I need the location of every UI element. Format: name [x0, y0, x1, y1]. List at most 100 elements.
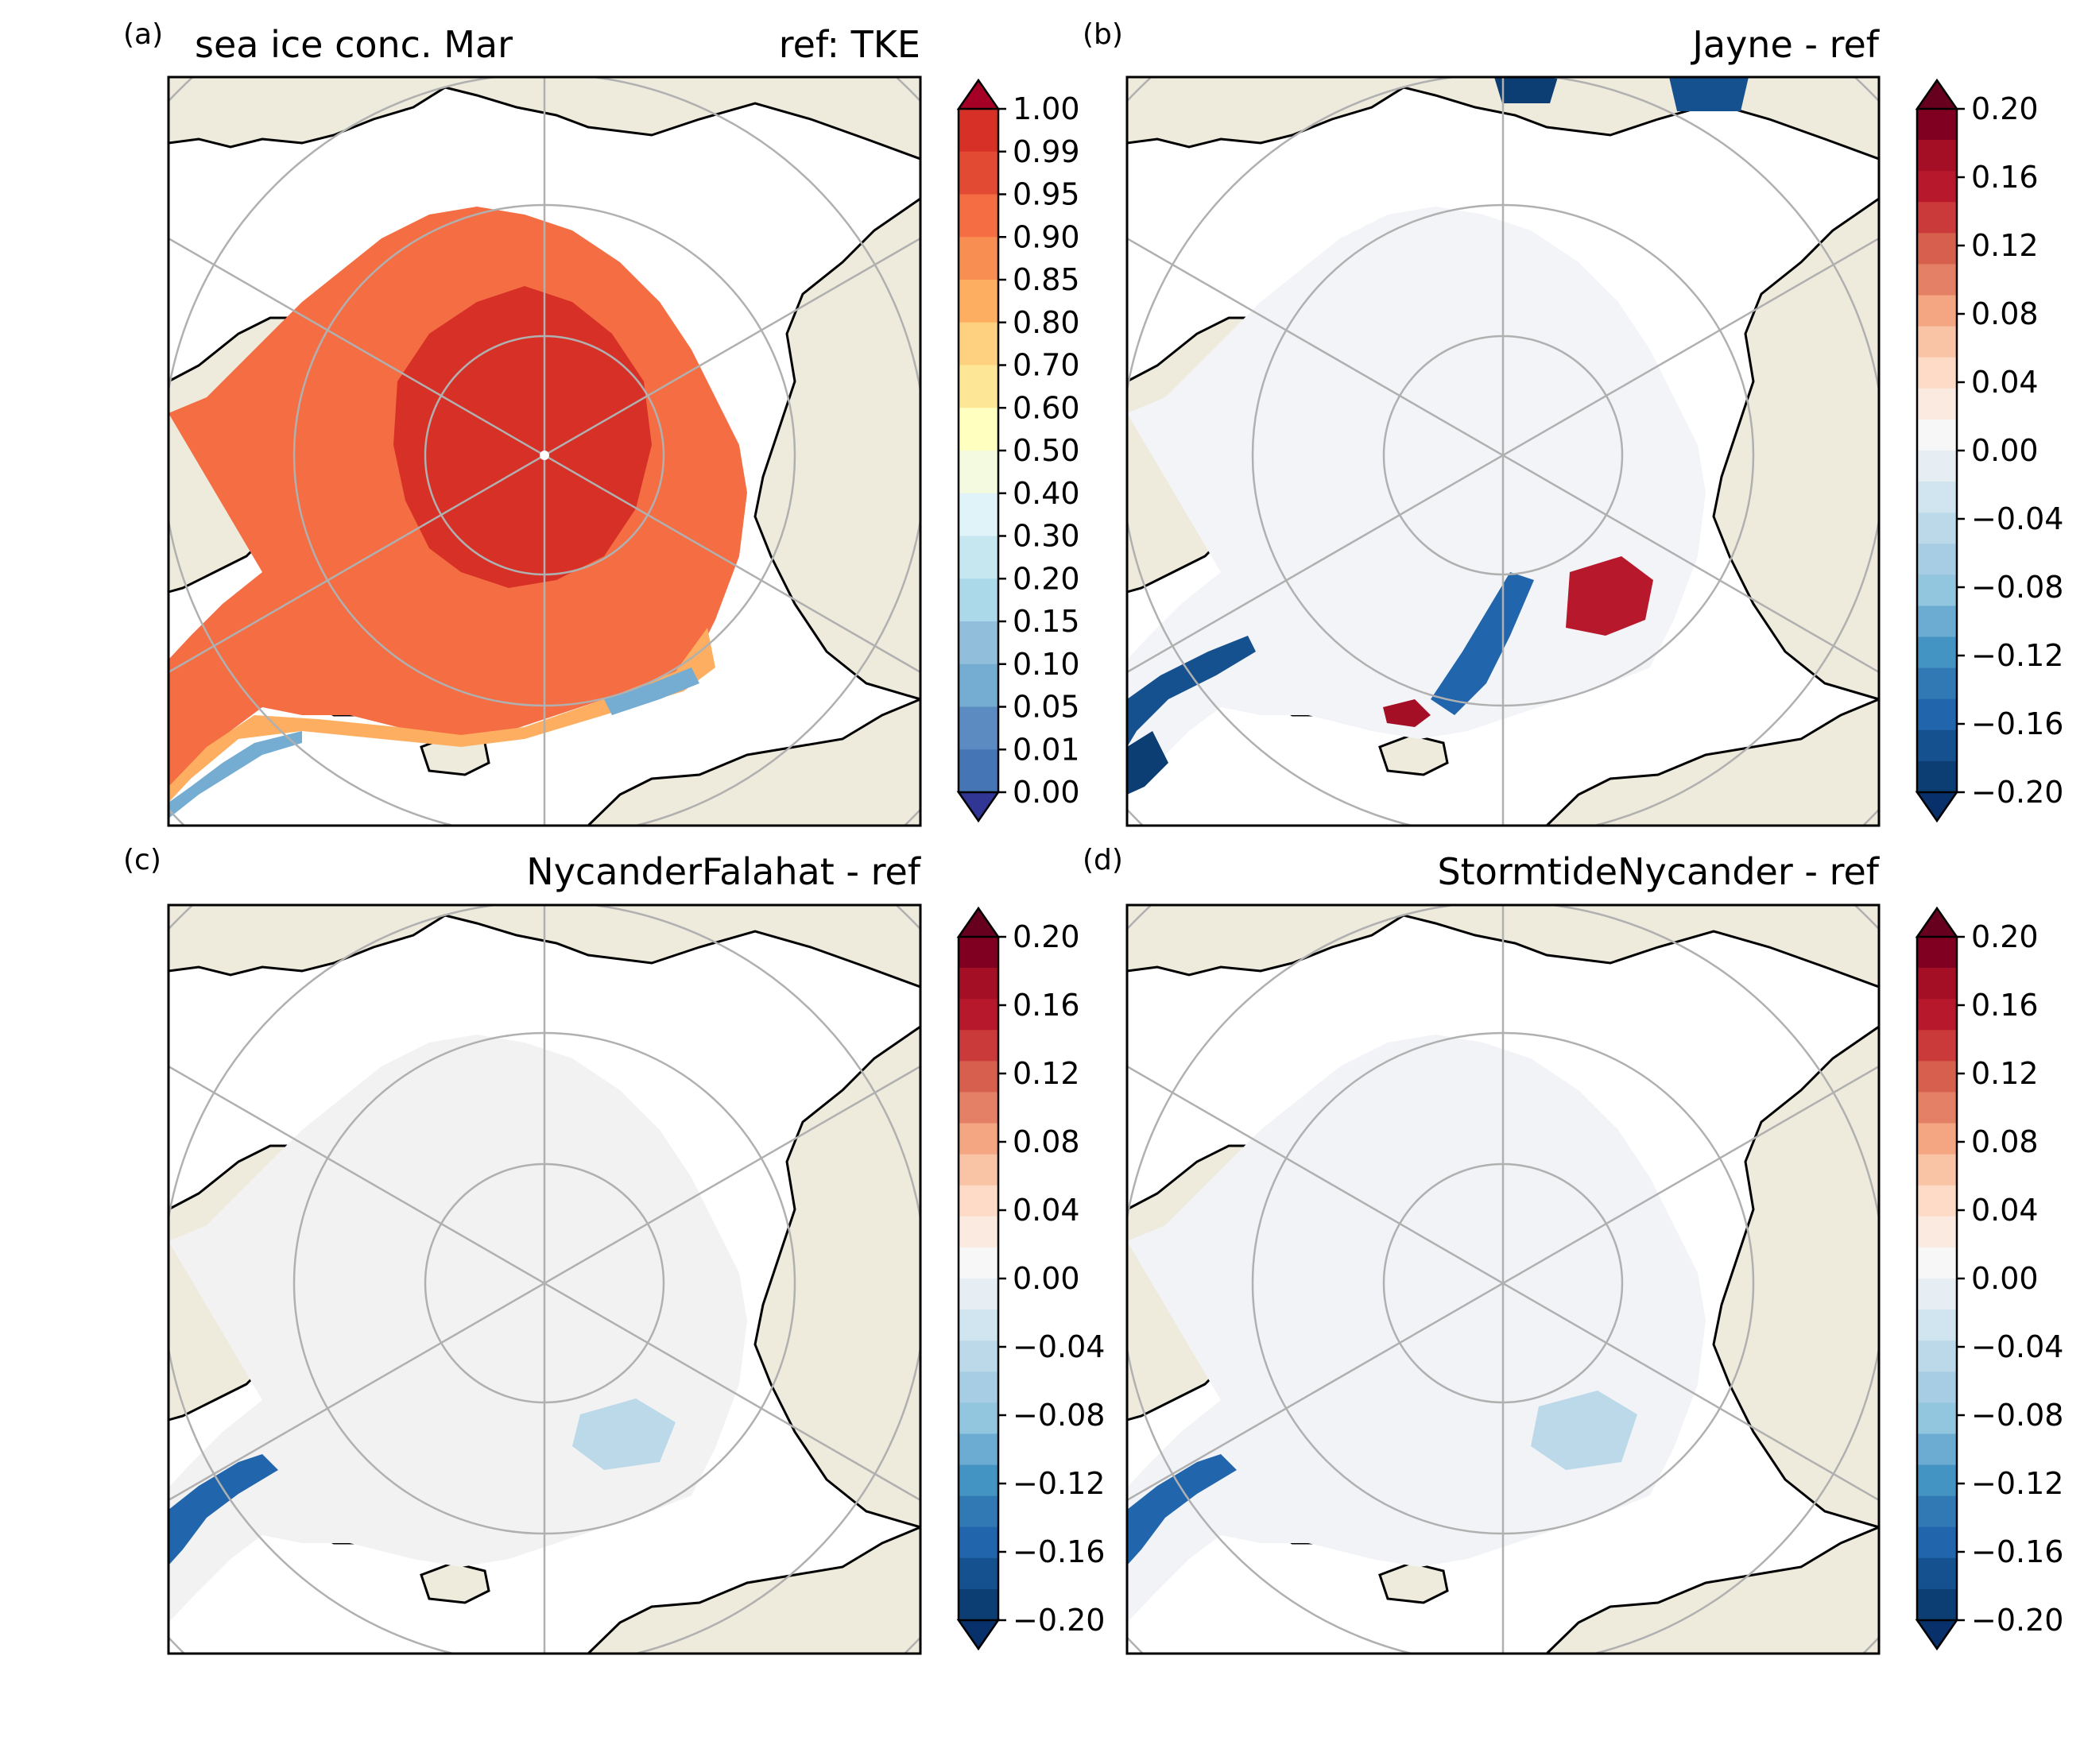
colorbar-band [1917, 357, 1957, 389]
diff-negative-baffin [1127, 1454, 1237, 1565]
colorbar-tick-label: −0.08 [1013, 1398, 1105, 1433]
colorbar-tick-label: 0.01 [1013, 732, 1080, 767]
diff-neutral [1127, 207, 1706, 795]
colorbar-band [1917, 1557, 1957, 1590]
colorbar-band [1917, 419, 1957, 451]
colorbar-tick-label: 0.20 [1013, 919, 1080, 954]
land-scandinavia [586, 1526, 920, 1654]
colorbar-tick-label: −0.20 [1013, 1603, 1105, 1638]
colorbar-band [959, 663, 998, 708]
diff-neutral [169, 1035, 747, 1623]
colorbar-tick-label: 0.70 [1013, 348, 1080, 383]
colorbar-band [959, 322, 998, 366]
colorbar-band [959, 365, 998, 408]
colorbar-extend-min [956, 791, 1001, 823]
colorbar-band [959, 1309, 998, 1341]
colorbar-band [959, 1495, 998, 1528]
land-siberia-right [753, 197, 920, 701]
colorbar-band [959, 1588, 998, 1621]
colorbar-band [959, 1464, 998, 1497]
colorbar-extend-min [1915, 1619, 1959, 1651]
colorbar-tick-label: 0.20 [1013, 561, 1080, 596]
map-area [1127, 905, 1879, 1654]
colorbar-band [1917, 1464, 1957, 1497]
colorbar-extend-max [1915, 906, 1959, 938]
colorbar-tick-label: 0.00 [1013, 775, 1080, 810]
colorbar-band [1917, 729, 1957, 762]
panel-title-left: sea ice conc. Mar [195, 23, 513, 66]
difference-field [169, 1035, 747, 1623]
colorbar-extend-min [1915, 791, 1959, 823]
colorbar-band [1917, 760, 1957, 793]
colorbar-tick-label: 0.80 [1013, 305, 1080, 340]
colorbar-tick-label: 1.00 [1013, 91, 1080, 126]
colorbar-tick-label: 0.04 [1971, 1193, 2039, 1228]
colorbar-tick-label: −0.04 [1013, 1329, 1105, 1364]
colorbar-tick-label: −0.20 [1971, 775, 2063, 810]
colorbar-band [959, 1371, 998, 1403]
colorbar-band [959, 493, 998, 537]
ice-marginal-blue-2 [604, 667, 699, 715]
land-siberia-right [1712, 197, 1879, 701]
colorbar-tick-label: −0.12 [1971, 1466, 2063, 1501]
colorbar-band [1917, 451, 1957, 482]
colorbar-tick-label: 0.08 [1971, 296, 2039, 331]
colorbar-concentration: 1.00 0.99 0.95 0.90 0.85 0.80 0.70 0.60 0.50 0.40… [956, 78, 1080, 823]
diff-weak-negative-barents [572, 1398, 676, 1470]
colorbar-band [959, 1340, 998, 1372]
colorbar-band [959, 1123, 998, 1155]
colorbar-band [1917, 233, 1957, 265]
colorbar-band [959, 1557, 998, 1590]
colorbar-band [1917, 1371, 1957, 1403]
colorbar-tick-label: 0.30 [1013, 519, 1080, 554]
colorbar-band [959, 1279, 998, 1310]
diff-neutral [1127, 1035, 1706, 1623]
colorbar-band [1917, 968, 1957, 1000]
colorbar-band [959, 749, 998, 793]
colorbar-tick-label: 0.20 [1971, 91, 2039, 126]
land-eurasia-top [169, 905, 920, 988]
gridlines [169, 905, 920, 1654]
colorbar-band [959, 536, 998, 579]
colorbar-band [959, 1185, 998, 1217]
colorbar-tick-label: 0.12 [1971, 228, 2039, 263]
colorbar-tick-label: −0.12 [1971, 638, 2063, 673]
map-area [169, 905, 920, 1654]
colorbar-extend-max [1915, 78, 1959, 110]
colorbar-tick-label: 0.12 [1013, 1056, 1080, 1091]
panel-letter: (c) [123, 844, 161, 876]
colorbar-band [1917, 544, 1957, 575]
colorbar-tick-label: 0.08 [1971, 1124, 2039, 1159]
colorbar-tick-label: 0.95 [1013, 177, 1080, 212]
map-area [1127, 77, 1879, 826]
map-frame [1125, 903, 1881, 1655]
colorbar-extend-max [956, 78, 1001, 110]
colorbar-tick-label: 0.10 [1013, 647, 1080, 682]
colorbar-tick-label: −0.08 [1971, 570, 2063, 605]
panel-title-right: Jayne - ref [1690, 23, 1880, 66]
colorbar-band [1917, 574, 1957, 607]
land-eurasia-top [169, 77, 920, 161]
diff-negative-labrador [1127, 731, 1168, 795]
colorbar-tick-label: 0.40 [1013, 476, 1080, 511]
colorbar-band [1917, 1154, 1957, 1186]
land-siberia-right [753, 1025, 920, 1529]
colorbar-tick-label: 0.16 [1013, 988, 1080, 1023]
colorbar-tick-label: 0.00 [1971, 1261, 2039, 1296]
colorbar-band [1917, 1061, 1957, 1093]
colorbar-band [1917, 1588, 1957, 1621]
colorbar-band [1917, 1247, 1957, 1279]
colorbar-band [959, 578, 998, 622]
colorbar-band [959, 1216, 998, 1248]
colorbar-band [1917, 1433, 1957, 1466]
colorbar-band [959, 1247, 998, 1279]
colorbar-tick-label: 0.85 [1013, 262, 1080, 297]
colorbar-band [959, 194, 998, 238]
land-scandinavia [1544, 698, 1879, 826]
diff-negative-top [1494, 77, 1558, 103]
panel-b: (b) Jayne - ref [1083, 18, 2063, 827]
colorbar-band [959, 237, 998, 280]
colorbar-band [1917, 388, 1957, 420]
gridlines [1127, 905, 1879, 1654]
